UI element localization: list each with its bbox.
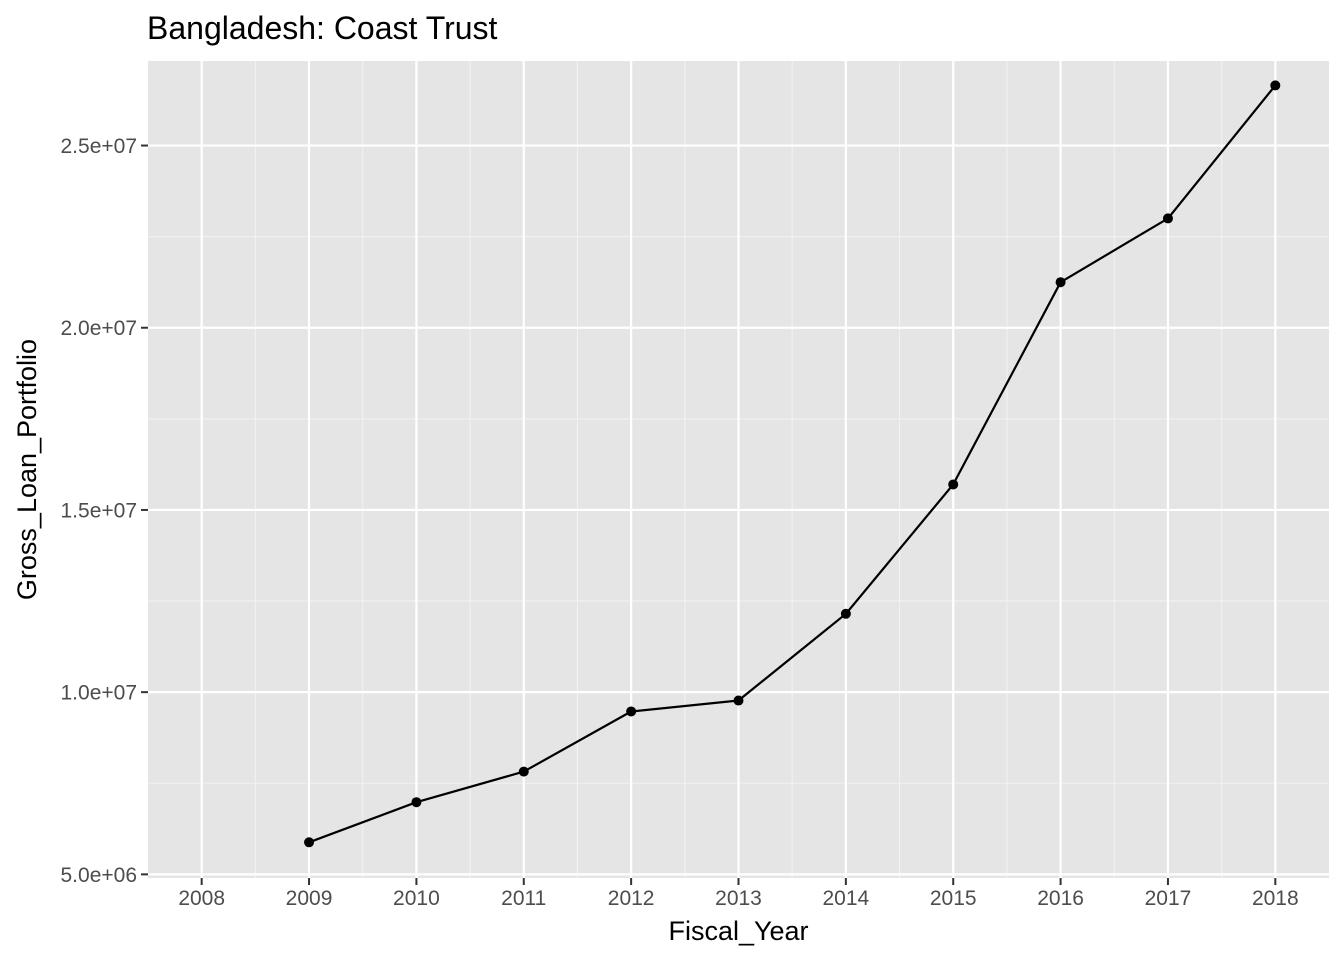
- data-point: [1162, 213, 1173, 224]
- series-layer: [304, 80, 1281, 848]
- y-axis: 5.0e+06 1.0e+07 1.5e+07 2.0e+07 2.5e+07: [61, 135, 148, 887]
- x-tick-label: 2009: [286, 887, 333, 910]
- y-tick-label: 1.5e+07: [61, 499, 138, 522]
- x-tick-label: 2012: [608, 887, 655, 910]
- x-tick-label: 2017: [1145, 887, 1192, 910]
- data-point: [411, 797, 422, 808]
- y-axis-title: Gross_Loan_Portfolio: [12, 339, 42, 600]
- x-tick-label: 2011: [501, 887, 546, 910]
- y-tick-label: 2.0e+07: [61, 317, 138, 340]
- x-tick-label: 2008: [178, 887, 225, 910]
- x-tick-label: 2013: [715, 887, 762, 910]
- y-tick-label: 1.0e+07: [61, 682, 138, 705]
- data-point: [518, 766, 529, 777]
- x-tick-label: 2015: [930, 887, 977, 910]
- y-tick-label: 2.5e+07: [61, 135, 138, 158]
- data-point: [304, 837, 315, 848]
- x-tick-label: 2016: [1037, 887, 1084, 910]
- data-point: [948, 479, 959, 490]
- x-axis: 2008 2009 2010 2011 2012 2013 2014 2015 2016 2017…: [178, 878, 1299, 910]
- major-gridlines: [148, 61, 1329, 878]
- x-tick-label: 2014: [823, 887, 870, 910]
- data-point: [1055, 277, 1066, 288]
- data-point: [840, 608, 851, 619]
- x-tick-label: 2010: [393, 887, 440, 910]
- data-point: [626, 706, 637, 717]
- chart-title: Bangladesh: Coast Trust: [147, 10, 498, 46]
- data-point: [1270, 80, 1281, 91]
- data-point: [733, 695, 744, 706]
- series-line: [308, 84, 1277, 844]
- y-tick-label: 5.0e+06: [61, 864, 138, 887]
- x-axis-title: Fiscal_Year: [668, 916, 808, 946]
- x-tick-label: 2018: [1252, 887, 1299, 910]
